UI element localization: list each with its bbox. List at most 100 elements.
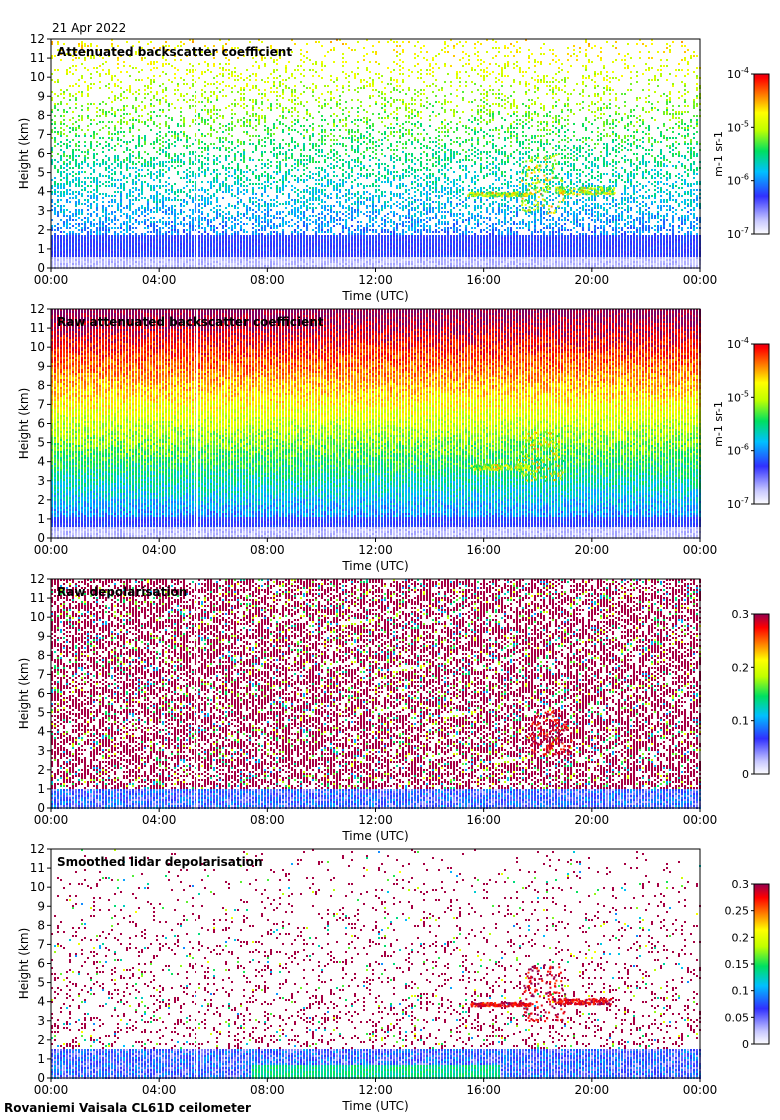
y-tick-label: 7: [37, 127, 45, 141]
x-tick-label: 16:00: [466, 813, 501, 827]
colorbar-tick-label: 0.15: [725, 958, 750, 971]
y-tick-label: 8: [37, 378, 45, 392]
x-tick-label: 04:00: [142, 1083, 177, 1097]
y-tick-label: 4: [37, 725, 45, 739]
colorbar-tick-label: 10-4: [727, 66, 749, 81]
x-axis-label: Time (UTC): [341, 559, 408, 573]
y-tick-label: 1: [37, 512, 45, 526]
x-tick-label: 04:00: [142, 813, 177, 827]
y-tick-label: 7: [37, 667, 45, 681]
y-tick-label: 7: [37, 397, 45, 411]
x-tick-label: 16:00: [466, 543, 501, 557]
x-tick-label: 00:00: [683, 1083, 718, 1097]
y-tick-label: 3: [37, 744, 45, 758]
colorbar-tick-label: 10-6: [727, 173, 749, 188]
colorbar-tick-label: 10-5: [727, 119, 749, 134]
x-tick-label: 20:00: [575, 543, 610, 557]
x-tick-label: 12:00: [358, 813, 393, 827]
y-tick-label: 12: [30, 842, 45, 856]
x-axis-label: Time (UTC): [341, 1099, 408, 1113]
y-tick-label: 10: [30, 340, 45, 354]
colorbar: 00.050.10.150.20.250.3: [725, 878, 770, 1051]
colorbar-tick-label: 0.1: [732, 985, 750, 998]
colorbar-unit-label: m-1 sr-1: [712, 131, 725, 177]
y-tick-label: 11: [30, 861, 45, 875]
x-axis-label: Time (UTC): [341, 289, 408, 303]
x-tick-label: 08:00: [250, 1083, 285, 1097]
y-tick-label: 11: [30, 51, 45, 65]
y-tick-label: 2: [37, 1033, 45, 1047]
colorbar: 10-7 10-6 10-5 10-4 m-1 sr-1: [712, 66, 769, 241]
y-tick-label: 4: [37, 995, 45, 1009]
colorbar-tick-label: 0.2: [732, 931, 750, 944]
y-tick-label: 10: [30, 610, 45, 624]
chart-title: Raw depolarisation: [57, 585, 187, 599]
y-tick-label: 8: [37, 108, 45, 122]
heatmap-cells: [51, 309, 701, 539]
y-tick-label: 6: [37, 687, 45, 701]
colorbar-tick-label: 0.05: [725, 1011, 750, 1024]
colorbar-tick-label: 0.2: [732, 661, 750, 674]
colorbar-tick-label: 10-7: [727, 226, 749, 241]
x-tick-label: 16:00: [466, 273, 501, 287]
x-tick-label: 00:00: [34, 813, 69, 827]
y-tick-label: 11: [30, 321, 45, 335]
colorbar-tick-label: 0.3: [732, 878, 750, 891]
x-tick-label: 20:00: [575, 273, 610, 287]
x-tick-label: 00:00: [683, 273, 718, 287]
x-tick-label: 00:00: [34, 273, 69, 287]
y-tick-label: 5: [37, 166, 45, 180]
y-axis-label: Height (km): [17, 928, 31, 999]
y-tick-label: 12: [30, 32, 45, 46]
chart-title: Attenuated backscatter coefficient: [57, 45, 292, 59]
y-tick-label: 3: [37, 204, 45, 218]
x-tick-label: 20:00: [575, 1083, 610, 1097]
colorbar: 10-710-610-510-4m-1 sr-1: [712, 336, 769, 511]
colorbar-tick-label: 0: [742, 768, 749, 781]
y-tick-label: 2: [37, 763, 45, 777]
x-tick-label: 12:00: [358, 273, 393, 287]
colorbar-tick-label: 10-5: [727, 389, 749, 404]
y-tick-label: 1: [37, 1052, 45, 1066]
y-tick-label: 6: [37, 147, 45, 161]
x-tick-label: 20:00: [575, 813, 610, 827]
x-tick-label: 12:00: [358, 543, 393, 557]
y-axis-label: Height (km): [17, 658, 31, 729]
y-tick-label: 8: [37, 648, 45, 662]
x-tick-label: 08:00: [250, 543, 285, 557]
y-tick-label: 5: [37, 706, 45, 720]
x-axis-label: Time (UTC): [341, 829, 408, 843]
colorbar-tick-label: 0.1: [732, 715, 750, 728]
y-tick-label: 9: [37, 629, 45, 643]
y-tick-label: 9: [37, 899, 45, 913]
y-tick-label: 10: [30, 70, 45, 84]
y-tick-label: 11: [30, 591, 45, 605]
chart-title: Smoothed lidar depolarisation: [57, 855, 263, 869]
y-tick-label: 4: [37, 455, 45, 469]
chart-title: Raw attenuated backscatter coefficient: [57, 315, 324, 329]
x-tick-label: 00:00: [34, 1083, 69, 1097]
x-tick-label: 00:00: [683, 543, 718, 557]
colorbar-tick-label: 10-6: [727, 443, 749, 458]
y-tick-label: 6: [37, 957, 45, 971]
x-tick-label: 00:00: [34, 543, 69, 557]
colorbar: 00.10.20.3: [732, 608, 770, 781]
y-tick-label: 12: [30, 302, 45, 316]
y-tick-label: 12: [30, 572, 45, 586]
y-tick-label: 6: [37, 417, 45, 431]
y-tick-label: 5: [37, 436, 45, 450]
y-tick-label: 5: [37, 976, 45, 990]
y-tick-label: 9: [37, 89, 45, 103]
x-tick-label: 16:00: [466, 1083, 501, 1097]
y-axis-label: Height (km): [17, 118, 31, 189]
x-tick-label: 08:00: [250, 273, 285, 287]
x-tick-label: 08:00: [250, 813, 285, 827]
colorbar-unit-label: m-1 sr-1: [712, 401, 725, 447]
colorbar-tick-label: 0.25: [725, 905, 750, 918]
y-tick-label: 3: [37, 474, 45, 488]
